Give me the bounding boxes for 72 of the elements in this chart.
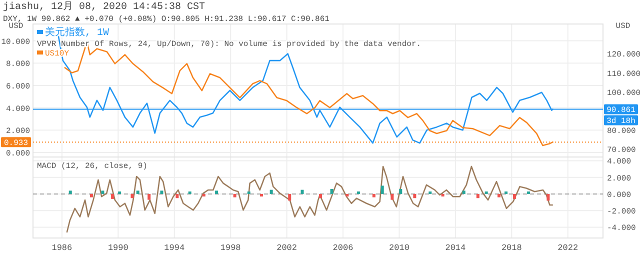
x-tick-label: 1994 <box>164 243 185 253</box>
x-tick-label: 2010 <box>389 243 410 253</box>
bar <box>476 194 480 198</box>
bar <box>372 194 376 198</box>
ref-line-label: 0.933 <box>4 139 28 148</box>
y2-tick-label: 120.000 <box>607 50 640 60</box>
chart-title: jiashu, 12月 08, 2020 14:45:38 CST <box>3 1 206 13</box>
bar <box>118 191 122 194</box>
y-tick-label: 2.000 <box>6 127 30 136</box>
y-axis-title: USD <box>8 22 24 31</box>
bar <box>504 191 508 194</box>
bar <box>270 190 273 194</box>
y2-axis-title: USD <box>616 22 630 31</box>
bar <box>202 194 206 196</box>
x-tick-label: 2006 <box>332 243 354 253</box>
bar <box>160 190 164 194</box>
bar <box>176 194 179 198</box>
y-tick-label: 10.000 <box>1 38 30 47</box>
bar <box>111 194 114 199</box>
bar <box>215 190 218 194</box>
bar <box>527 191 530 194</box>
bar <box>319 194 322 198</box>
bar <box>428 191 432 194</box>
y2-tick-label: -4.000 <box>607 224 636 234</box>
y-tick-label: 4.000 <box>6 104 30 114</box>
bar <box>68 190 72 194</box>
bar <box>90 194 93 198</box>
y2-tick-label: 110.000 <box>607 70 640 79</box>
bar <box>233 194 236 198</box>
bar <box>288 194 292 201</box>
y2-tick-label: 2.000 <box>607 174 632 184</box>
x-tick-label: 1998 <box>220 243 241 253</box>
text: MACD (12, 26, close, 9) <box>37 162 148 171</box>
x-tick-label: 2018 <box>501 243 522 253</box>
bar <box>498 194 501 198</box>
y2-tick-label: 70.000 <box>607 146 636 155</box>
x-tick-label: 1990 <box>108 243 128 253</box>
y-tick-label: 6.000 <box>6 82 30 92</box>
y2-tick-label: 4.000 <box>607 158 632 167</box>
bar <box>356 191 360 194</box>
y-tick-label: 8.000 <box>6 60 30 70</box>
bar <box>188 191 192 194</box>
bar <box>148 194 151 200</box>
x-tick-label: 2014 <box>445 243 466 253</box>
bar <box>300 190 304 194</box>
chart-subtitle: DXY, 1W 90.862 ▲ +0.070 (+0.08%) O:90.805 H:91.238 L:90.617 C:90.861 <box>3 15 330 24</box>
y-tick-label: 0.000 <box>6 150 30 159</box>
bar <box>130 194 134 198</box>
y2-tick-label: 100.000 <box>607 88 640 98</box>
y2-tick-label: -2.000 <box>607 208 636 217</box>
bar <box>101 190 104 194</box>
bar <box>330 188 334 194</box>
x-tick-label: 1986 <box>52 243 72 253</box>
y2-tick-label: 80.000 <box>607 126 636 136</box>
bar <box>247 191 250 194</box>
bar <box>260 194 264 196</box>
bar <box>484 191 488 194</box>
legend-label: 美元指数, 1W <box>45 26 110 39</box>
ref-line-label: 90.861 3d 18h <box>606 106 636 126</box>
bar <box>512 194 516 199</box>
bar <box>413 194 416 198</box>
bar <box>462 190 466 194</box>
bar <box>380 186 384 194</box>
bar <box>136 190 140 194</box>
bar <box>399 188 402 194</box>
bar <box>546 194 550 201</box>
y2-tick-label: 0.000 <box>607 190 632 200</box>
bar <box>390 194 394 200</box>
bar <box>441 194 444 196</box>
bar <box>346 194 349 196</box>
x-tick-label: 2022 <box>558 243 578 253</box>
x-tick-label: 2002 <box>276 243 298 253</box>
